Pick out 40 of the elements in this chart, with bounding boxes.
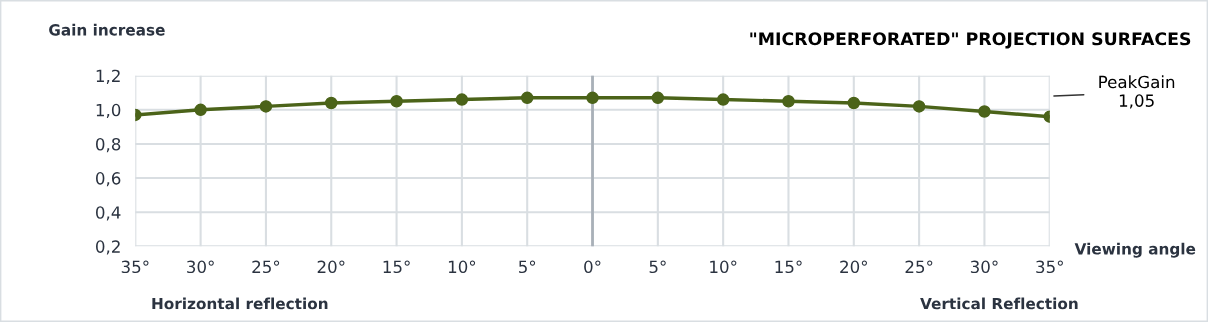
x-tick-label: 0° xyxy=(584,260,601,274)
point xyxy=(847,96,861,110)
point xyxy=(455,93,469,106)
point xyxy=(912,100,926,113)
y-tick-label: 0,4 xyxy=(96,206,121,221)
y-tick-label: 1,2 xyxy=(96,69,120,84)
text: Horizontal reflection xyxy=(152,297,328,310)
point xyxy=(194,103,207,117)
x-tick-label: 30° xyxy=(970,260,998,274)
x-tick-label: 25° xyxy=(905,260,933,274)
point xyxy=(716,93,730,106)
y-axis-title: Gain increase xyxy=(49,23,165,36)
x-tick-label: 25° xyxy=(252,260,280,274)
x-tick-label: 10° xyxy=(448,260,476,274)
x-tick-label: 15° xyxy=(775,260,802,274)
x-tick-label: 5° xyxy=(649,260,666,274)
y-tick-label: 0,6 xyxy=(96,172,121,187)
point xyxy=(782,95,795,108)
x-tick-label: 35° xyxy=(1036,260,1063,274)
point xyxy=(259,100,273,113)
y-tick-label: 1,0 xyxy=(96,103,121,119)
point xyxy=(651,91,665,105)
x-axis-title: Viewing angle xyxy=(1074,242,1196,258)
text: Vertical Reflection xyxy=(920,297,1078,310)
point xyxy=(586,91,599,105)
x-tick-label: 5° xyxy=(519,260,536,274)
x-tick-label: 10° xyxy=(710,260,737,274)
y-tick-label: 0,2 xyxy=(96,240,120,255)
x-tick-label: 20° xyxy=(317,260,345,274)
point xyxy=(520,91,534,105)
point xyxy=(978,105,991,118)
x-tick-label: 15° xyxy=(383,260,410,274)
y-tick-label: 0,8 xyxy=(96,137,121,153)
chart-title: "MICROPERFORATED" PROJECTION SURFACES xyxy=(750,32,1191,49)
x-tick-label: 30° xyxy=(187,260,214,274)
point xyxy=(325,96,338,110)
text: PeakGain 1,05 xyxy=(1099,75,1175,109)
point xyxy=(390,95,403,108)
x-tick-label: 20° xyxy=(840,260,867,274)
x-tick-label: 35° xyxy=(121,260,149,274)
